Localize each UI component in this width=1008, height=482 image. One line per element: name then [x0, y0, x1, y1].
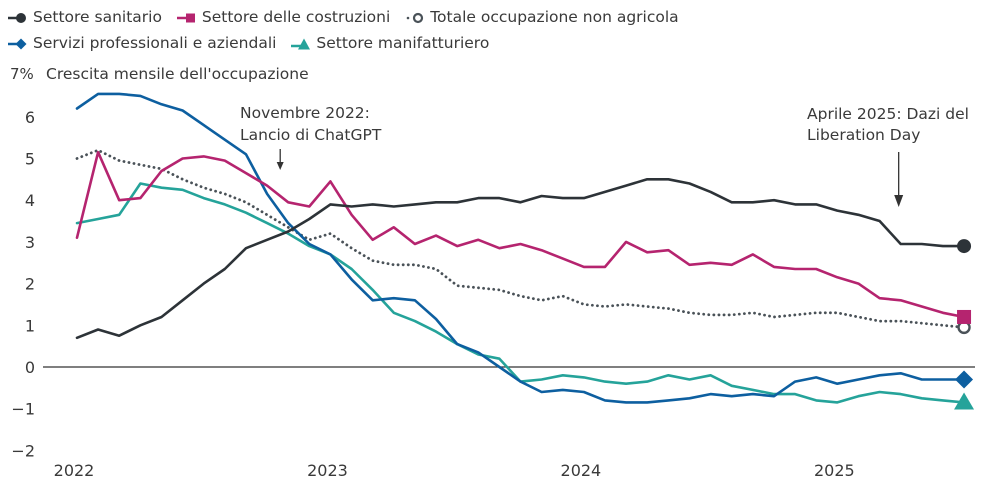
arrow-down-icon	[276, 162, 284, 170]
annotation-liberation-line2: Liberation Day	[807, 126, 920, 144]
legend-item-sanitario[interactable]: Settore sanitario	[8, 4, 162, 30]
y-tick-label: 6	[25, 108, 35, 127]
legend-label: Settore sanitario	[33, 8, 162, 26]
legend-label: Settore delle costruzioni	[201, 8, 391, 26]
legend-label: Settore manifatturiero	[316, 34, 490, 52]
end-marker-0	[957, 239, 972, 254]
series-line-3	[75, 92, 966, 404]
series-line-0	[75, 178, 966, 340]
series-line-1	[75, 150, 966, 319]
y-tick-label: −1	[11, 400, 35, 419]
x-tick-label: 2024	[561, 461, 602, 480]
x-axis-ticks: 2022 2023 2024 2025	[54, 461, 855, 480]
legend-item-costruzioni[interactable]: Settore delle costruzioni	[176, 4, 391, 30]
arrow-down-icon	[894, 195, 904, 207]
x-tick-label: 2025	[814, 461, 855, 480]
circle-marker-icon	[8, 12, 26, 23]
y-tick-label: −2	[11, 441, 35, 460]
legend-item-totale[interactable]: Totale occupazione non agricola	[405, 4, 679, 30]
x-tick-label: 2023	[307, 461, 348, 480]
square-marker-icon	[176, 13, 195, 22]
legend-item-manifatturiero[interactable]: Settore manifatturiero	[291, 30, 489, 56]
legend-label: Servizi professionali e aziendali	[33, 34, 277, 52]
series-line-2	[75, 148, 966, 329]
annotation-chatgpt-line2: Lancio di ChatGPT	[240, 126, 382, 144]
annotation-liberation-line1: Aprile 2025: Dazi del	[807, 105, 969, 123]
open-circle-marker-icon	[406, 12, 424, 23]
y-unit-label: 7%	[10, 65, 34, 83]
y-tick-label: 2	[25, 275, 35, 294]
end-marker-1	[957, 309, 972, 324]
legend-item-servizi[interactable]: Servizi professionali e aziendali	[8, 30, 276, 56]
y-axis-ticks: 6 5 4 3 2 1 0 −1 −2	[11, 108, 35, 461]
y-tick-label: 5	[25, 150, 35, 169]
end-marker-3	[955, 370, 974, 389]
annotation-chatgpt-line1: Novembre 2022:	[240, 104, 370, 122]
end-marker-4	[954, 392, 975, 410]
x-tick-label: 2022	[54, 461, 95, 480]
diamond-marker-icon	[8, 38, 27, 49]
triangle-marker-icon	[291, 38, 311, 49]
y-tick-label: 3	[25, 233, 35, 252]
series-group	[75, 92, 975, 410]
legend: Settore sanitario Settore delle costruzi…	[8, 4, 968, 56]
y-tick-label: 1	[25, 316, 35, 335]
annotations: Novembre 2022: Lancio di ChatGPT Aprile 20…	[240, 104, 969, 207]
y-tick-label: 0	[25, 358, 35, 377]
y-axis-title: Crescita mensile dell'occupazione	[46, 65, 309, 83]
series-line-4	[75, 182, 966, 404]
y-tick-label: 4	[25, 191, 35, 210]
legend-label: Totale occupazione non agricola	[430, 8, 679, 26]
